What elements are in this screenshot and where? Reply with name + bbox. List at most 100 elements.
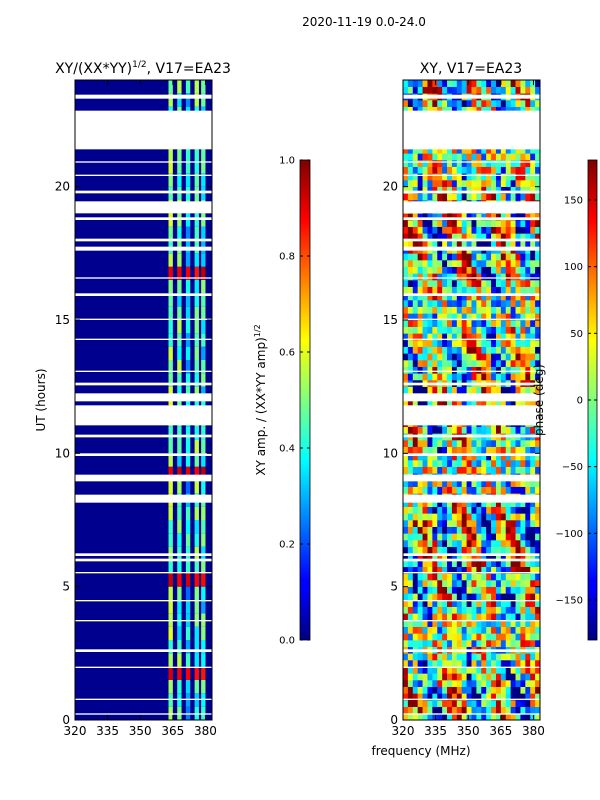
phase-cell [505, 313, 511, 321]
phase-cell [481, 300, 487, 307]
phase-cell [407, 193, 414, 201]
phase-cell [403, 560, 409, 567]
phase-cell [471, 526, 477, 534]
phase-cell [535, 693, 540, 701]
phase-cell [515, 520, 521, 527]
phase-cell [437, 260, 443, 267]
phase-cell [525, 266, 531, 274]
phase-cell [515, 553, 521, 561]
colorbar-tick-label: 0.8 [279, 252, 295, 263]
phase-cell [427, 373, 433, 381]
phase-cell [456, 573, 463, 581]
x-tick-label: 320 [392, 724, 415, 738]
phase-cell [437, 446, 443, 454]
phase-cell [442, 360, 448, 367]
phase-cell [432, 220, 438, 227]
phase-cell [486, 553, 492, 561]
phase-cell [403, 153, 409, 161]
phase-cell [466, 346, 472, 354]
phase-cell [476, 166, 482, 174]
phase-cell [427, 486, 433, 494]
phase-cell [510, 660, 516, 667]
phase-cell [525, 100, 531, 107]
phase-cell [500, 366, 507, 374]
phase-cell [530, 633, 536, 641]
phase-cell [437, 286, 443, 294]
phase-cell [471, 633, 477, 641]
amp-rfi-cell [177, 266, 182, 280]
phase-cell [515, 260, 521, 267]
amp-rfi-cell [177, 426, 182, 440]
amp-rfi-cell [168, 360, 173, 374]
phase-cell [417, 593, 423, 601]
phase-cell [476, 673, 482, 681]
phase-cell [515, 686, 521, 694]
phase-cell [461, 673, 467, 681]
phase-cell [471, 426, 477, 434]
phase-cell [520, 340, 526, 347]
phase-cell [525, 373, 531, 381]
phase-cell [447, 453, 453, 461]
phase-cell [481, 346, 487, 354]
phase-cell [500, 386, 507, 394]
amp-rfi-cell [168, 640, 173, 654]
phase-cell [476, 153, 482, 161]
phase-cell [476, 233, 482, 241]
phase-cell [461, 220, 467, 227]
phase-cell [491, 266, 497, 274]
phase-cell [520, 426, 526, 434]
phase-cell [456, 533, 463, 541]
phase-cell [520, 353, 526, 361]
phase-cell [481, 653, 487, 661]
amp-panel: XY/(XX*YY)1/2, V17=EA23 320 335 350 365 3800… [34, 60, 231, 738]
phase-cell [437, 153, 443, 161]
phase-cell [466, 653, 472, 661]
phase-cell [442, 240, 448, 247]
phase-cell [495, 273, 502, 281]
phase-cell [407, 293, 414, 301]
phase-cell [495, 180, 502, 187]
phase-cell [466, 146, 472, 154]
amp-rfi-cell [168, 480, 173, 494]
phase-cell [500, 233, 507, 241]
phase-cell [422, 180, 428, 187]
phase-cell [417, 80, 423, 87]
phase-cell [515, 533, 521, 541]
amp-colorbar: 0.00.20.40.60.81.0 XY amp. / (XX*YY amp)… [253, 156, 311, 647]
amp-rfi-cell [185, 640, 191, 654]
phase-cell [403, 346, 409, 354]
phase-cell [456, 260, 463, 267]
phase-cell [432, 286, 438, 294]
phase-cell [505, 306, 511, 314]
phase-gap [403, 572, 540, 574]
phase-cell [461, 713, 467, 720]
phase-cell [447, 280, 453, 287]
phase-cell [427, 713, 433, 720]
x-tick-label: 380 [522, 724, 545, 738]
phase-cell [535, 346, 540, 354]
phase-cell [535, 220, 540, 227]
phase-cell [471, 280, 477, 287]
phase-cell [437, 653, 443, 661]
phase-cell [520, 266, 526, 274]
phase-cell [432, 160, 438, 167]
phase-cell [535, 173, 540, 181]
phase-cell [447, 153, 453, 161]
phase-cell [461, 460, 467, 467]
amp-gap [75, 649, 212, 652]
phase-cell [466, 533, 472, 541]
phase-cell [442, 440, 448, 447]
phase-cell [403, 240, 409, 247]
phase-cell [461, 273, 467, 281]
phase-cell [510, 486, 516, 494]
phase-cell [417, 106, 423, 114]
phase-cell [481, 400, 487, 407]
amp-rfi-cell [168, 560, 173, 574]
phase-cell [510, 186, 516, 194]
phase-cell [437, 240, 443, 247]
phase-cell [447, 106, 453, 114]
phase-cell [491, 460, 497, 467]
phase-cell [505, 340, 511, 347]
phase-cell [515, 180, 521, 187]
phase-cell [476, 546, 482, 554]
